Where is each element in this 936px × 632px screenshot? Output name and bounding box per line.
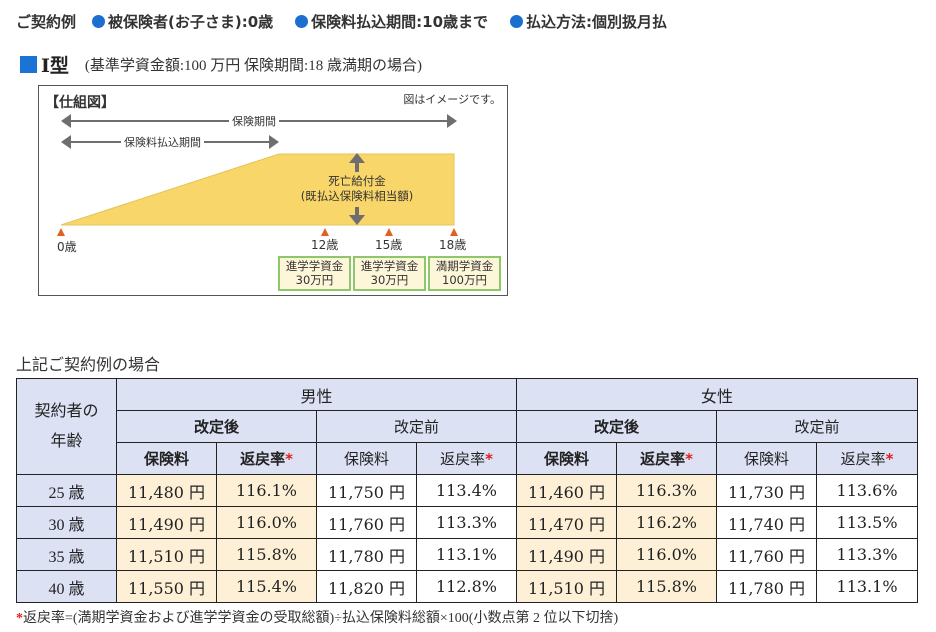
death-benefit-text: 死亡給付金 (既払込保険料相当額)	[300, 174, 414, 203]
blue-dot-icon	[295, 14, 309, 28]
table-caption: 上記ご契約例の場合	[16, 357, 161, 374]
col-return-rate: 返戻率*	[216, 442, 317, 475]
mechanism-diagram: 【仕組図】 図はイメージです。 保険期間 保険料払込期間 死亡給付金 (既払込保…	[38, 85, 508, 296]
blue-square-icon	[20, 55, 37, 73]
plan-type-subtitle: (基準学資金額:100 万円 保険期間:18 歳満期の場合)	[84, 57, 422, 74]
benefit-box-12: 進学学資金 30万円	[278, 256, 351, 291]
col-premium: 保険料	[116, 442, 217, 475]
down-arrow-icon	[349, 207, 365, 225]
age-label-18: 18歳	[439, 238, 467, 252]
blue-dot-icon	[510, 14, 524, 28]
summary-item-premium-period: 保険料払込期間:10歳まで	[295, 11, 488, 32]
col-premium: 保険料	[716, 442, 818, 475]
col-return-rate: 返戻率*	[616, 442, 718, 475]
plan-type-heading: Ⅰ型 (基準学資金額:100 万円 保険期間:18 歳満期の場合)	[20, 52, 422, 77]
premium-period-label: 保険料払込期間	[121, 134, 204, 150]
table-row: 30 歳 11,490 円 116.0% 11,760 円 113.3% 11,…	[16, 506, 919, 539]
benefit-box-18: 満期学資金 100万円	[428, 256, 501, 291]
col-return-rate: 返戻率*	[816, 442, 919, 475]
age-header: 契約者の 年齢	[16, 378, 117, 475]
up-arrow-icon	[349, 153, 365, 172]
coverage-period-label: 保険期間	[229, 113, 279, 129]
subgroup-female-before: 改定前	[716, 410, 919, 443]
table-row: 25 歳 11,480 円 116.1% 11,750 円 113.4% 11,…	[16, 474, 919, 507]
subgroup-male-after: 改定後	[116, 410, 317, 443]
asterisk-icon: *	[885, 450, 894, 468]
benefit-box-15: 進学学資金 30万円	[353, 256, 426, 291]
asterisk-icon: *	[685, 450, 693, 468]
plan-type-label: Ⅰ型	[41, 54, 69, 77]
return-rate-table: 契約者の 年齢 男性 女性 改定後 改定前 改定後 改定前 保険料 返戻率* 保…	[16, 378, 919, 603]
age-label-15: 15歳	[375, 238, 403, 252]
summary-item-insured: 被保険者(お子さま):0歳	[92, 11, 273, 32]
table-row: 35 歳 11,510 円 115.8% 11,780 円 113.1% 11,…	[16, 538, 919, 571]
blue-dot-icon	[92, 14, 106, 28]
subgroup-male-before: 改定前	[315, 410, 518, 443]
asterisk-icon: *	[285, 450, 293, 468]
age-label-0: 0歳	[57, 240, 77, 254]
age-label-12: 12歳	[311, 238, 339, 252]
col-return-rate: 返戻率*	[415, 442, 518, 475]
col-premium: 保険料	[316, 442, 417, 475]
diagram-title: 【仕組図】	[45, 95, 115, 111]
diagram-note: 図はイメージです。	[403, 93, 501, 106]
asterisk-icon: *	[485, 450, 493, 468]
col-premium: 保険料	[516, 442, 618, 475]
table-row: 40 歳 11,550 円 115.4% 11,820 円 112.8% 11,…	[16, 570, 919, 603]
return-rate-footnote: *返戻率=(満期学資金および進学学資金の受取総額)÷払込保険料総額×100(小数…	[16, 611, 619, 626]
group-header-female: 女性	[516, 378, 919, 411]
age-marker-icons	[57, 228, 458, 236]
summary-lead: ご契約例	[16, 12, 77, 31]
contract-example-summary: ご契約例 被保険者(お子さま):0歳 保険料払込期間:10歳まで 払込方法:個別…	[16, 9, 689, 33]
subgroup-female-after: 改定後	[516, 410, 718, 443]
asterisk-icon: *	[16, 611, 23, 626]
diagram-graphic	[57, 114, 458, 236]
summary-item-payment-method: 払込方法:個別扱月払	[510, 11, 667, 32]
group-header-male: 男性	[115, 378, 518, 411]
